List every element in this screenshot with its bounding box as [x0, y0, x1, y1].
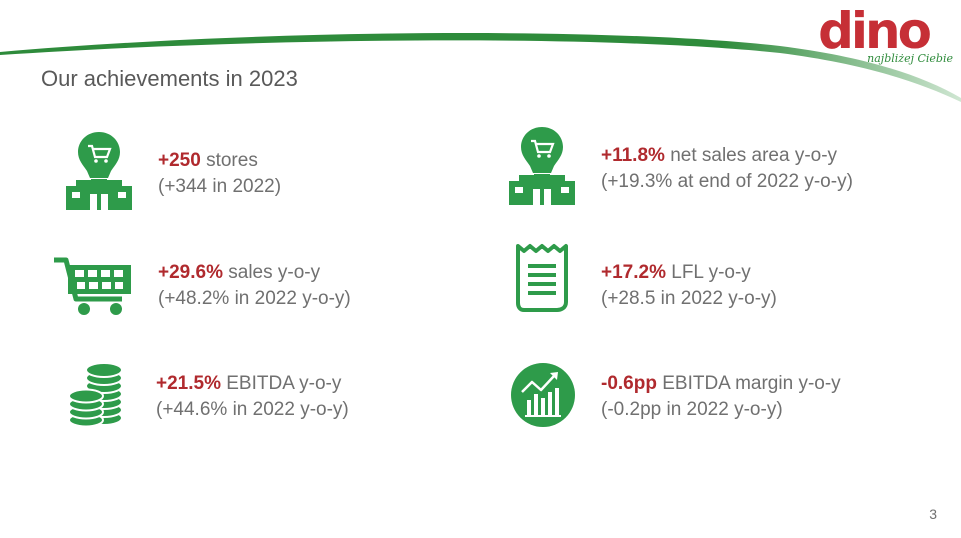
coin-stack-icon [68, 362, 123, 428]
highlight-value: +11.8% [601, 145, 665, 166]
achievement-headline: +250 stores [158, 148, 281, 174]
headline-label: EBITDA margin y-o-y [656, 373, 841, 394]
achievement-subline: (+19.3% at end of 2022 y-o-y) [601, 171, 853, 192]
highlight-value: +17.2% [601, 262, 666, 283]
achievement-subline: (+48.2% in 2022 y-o-y) [158, 288, 351, 309]
achievement-headline: +17.2% LFL y-o-y [601, 260, 777, 286]
dino-logo: dino najbliżej Ciebie [813, 2, 953, 68]
page-title: Our achievements in 2023 [41, 66, 298, 91]
logo-wordmark: dino [818, 2, 932, 60]
headline-label: sales y-o-y [222, 262, 321, 283]
achievement-subline: (+344 in 2022) [158, 176, 282, 197]
achievement-sales: +29.6% sales y-o-y (+48.2% in 2022 y-o-y… [52, 255, 472, 325]
achievement-headline: +21.5% EBITDA y-o-y [156, 371, 349, 397]
receipt-icon [516, 244, 568, 312]
logo-tagline: najbliżej Ciebie [867, 52, 953, 65]
achievement-headline: -0.6pp EBITDA margin y-o-y [601, 371, 841, 397]
achievement-ebitda: +21.5% EBITDA y-o-y (+44.6% in 2022 y-o-… [68, 362, 488, 432]
achievement-net-sales-area: +11.8% net sales area y-o-y (+19.3% at e… [509, 125, 949, 205]
highlight-value: +29.6% [158, 262, 223, 283]
achievement-subline: (-0.2pp in 2022 y-o-y) [601, 399, 783, 420]
achievement-lfl: +17.2% LFL y-o-y (+28.5 in 2022 y-o-y) [512, 242, 932, 314]
page-number: 3 [929, 506, 937, 522]
achievement-subline: (+44.6% in 2022 y-o-y) [156, 399, 349, 420]
highlight-value: -0.6pp [601, 373, 657, 394]
achievement-subline: (+28.5 in 2022 y-o-y) [601, 288, 777, 309]
achievement-headline: +11.8% net sales area y-o-y [601, 143, 853, 169]
growth-chart-icon [511, 363, 575, 427]
achievement-stores: +250 stores (+344 in 2022) [66, 130, 486, 210]
achievement-ebitda-margin: -0.6pp EBITDA margin y-o-y (-0.2pp in 20… [510, 362, 930, 430]
shopping-cart-icon [54, 257, 131, 315]
achievement-headline: +29.6% sales y-o-y [158, 260, 351, 286]
headline-label: EBITDA y-o-y [220, 373, 342, 394]
highlight-value: +21.5% [156, 373, 221, 394]
headline-label: LFL y-o-y [665, 262, 751, 283]
headline-label: net sales area y-o-y [664, 145, 838, 166]
store-icon [509, 127, 575, 205]
store-icon [66, 132, 132, 210]
highlight-value: +250 [158, 150, 201, 171]
headline-label: stores [200, 150, 258, 171]
